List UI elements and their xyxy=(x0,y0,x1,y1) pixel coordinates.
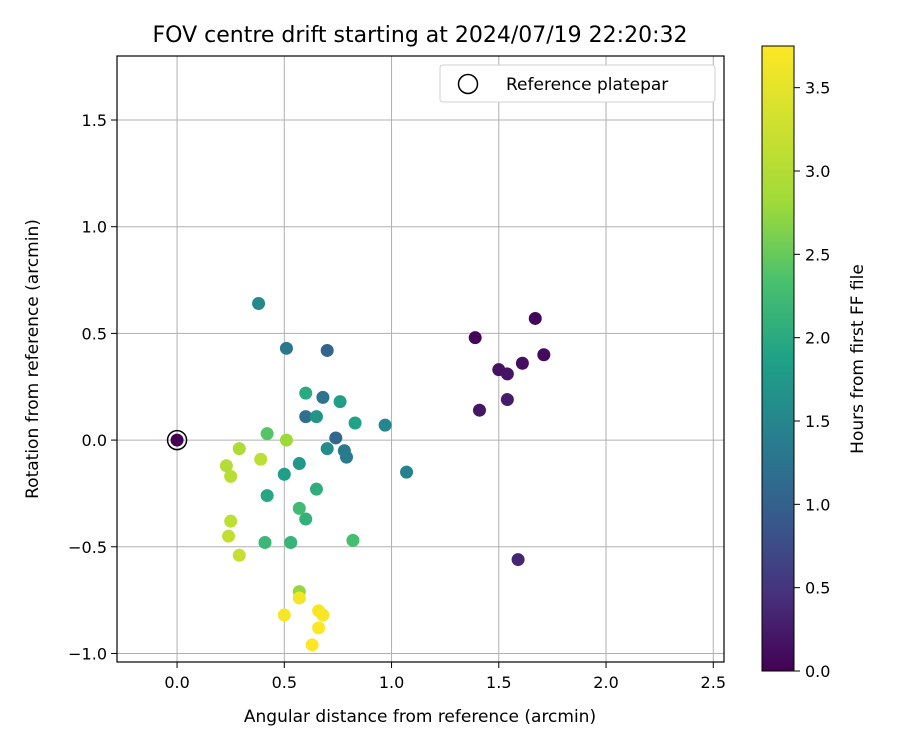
data-point xyxy=(378,418,392,432)
data-point xyxy=(299,512,313,526)
colorbar: 0.0 0.5 1.0 1.5 2.0 2.5 3.0 3.5 Hours from firs… xyxy=(761,45,868,681)
data-point xyxy=(340,450,354,464)
colorbar-tick-label: 0.0 xyxy=(805,662,830,681)
data-point xyxy=(252,297,266,311)
x-tick-label: 1.0 xyxy=(379,673,404,692)
legend: Reference platepar xyxy=(439,64,716,103)
x-tick-label: 0.0 xyxy=(164,673,189,692)
data-point xyxy=(258,536,272,550)
y-tick-label: −1.0 xyxy=(68,644,107,663)
data-points xyxy=(166,297,551,652)
x-axis-label: Angular distance from reference (arcmin) xyxy=(244,707,596,727)
data-point xyxy=(279,433,293,447)
colorbar-tick-label: 1.5 xyxy=(805,412,830,431)
data-point xyxy=(277,608,291,622)
data-point xyxy=(170,433,184,447)
colorbar-tick-label: 1.0 xyxy=(805,495,830,514)
data-point xyxy=(312,621,326,635)
data-point xyxy=(224,514,238,528)
data-point xyxy=(292,457,306,471)
x-tick-label: 2.5 xyxy=(701,673,726,692)
data-point xyxy=(500,367,514,381)
data-point xyxy=(500,393,514,407)
data-point xyxy=(316,608,330,622)
colorbar-tick-label: 3.5 xyxy=(805,79,830,98)
colorbar-gradient xyxy=(761,45,795,672)
colorbar-tick-label: 2.5 xyxy=(805,245,830,264)
data-point xyxy=(346,533,360,547)
y-tick-label: 0.0 xyxy=(82,431,107,450)
data-point xyxy=(260,427,274,441)
grid xyxy=(117,56,724,662)
data-point xyxy=(277,467,291,481)
data-point xyxy=(299,386,313,400)
y-axis-ticks: −1.0 −0.5 0.0 0.5 1.0 1.5 xyxy=(68,111,117,663)
data-point xyxy=(254,452,268,466)
plot-frame xyxy=(116,55,725,663)
y-axis-label: Rotation from reference (arcmin) xyxy=(23,219,43,499)
data-point xyxy=(305,638,319,652)
chart-title: FOV centre drift starting at 2024/07/19 … xyxy=(153,23,688,48)
data-point xyxy=(316,390,330,404)
y-tick-label: 1.5 xyxy=(82,111,107,130)
x-tick-label: 2.0 xyxy=(593,673,618,692)
colorbar-tick-label: 2.0 xyxy=(805,329,830,348)
legend-reference-marker xyxy=(457,73,479,95)
data-point xyxy=(309,482,323,496)
y-tick-label: 1.0 xyxy=(82,218,107,237)
data-point xyxy=(468,331,482,345)
data-point xyxy=(472,403,486,417)
data-point xyxy=(219,459,233,473)
data-point xyxy=(309,410,323,424)
data-point xyxy=(333,395,347,409)
data-point xyxy=(320,343,334,357)
data-point xyxy=(528,311,542,325)
data-point xyxy=(224,469,238,483)
x-tick-label: 1.5 xyxy=(486,673,511,692)
data-point xyxy=(232,442,246,456)
data-point xyxy=(329,431,343,445)
reference-platepar-marker xyxy=(166,429,188,451)
data-point xyxy=(232,548,246,562)
colorbar-tick-label: 0.5 xyxy=(805,579,830,598)
data-point xyxy=(292,591,306,605)
data-point xyxy=(284,536,298,550)
colorbar-label: Hours from first FF file xyxy=(848,264,868,454)
data-point xyxy=(348,416,362,430)
data-point xyxy=(515,356,529,370)
y-tick-label: −0.5 xyxy=(68,538,107,557)
data-point xyxy=(400,465,414,479)
colorbar-tick-label: 3.0 xyxy=(805,162,830,181)
data-point xyxy=(537,348,551,362)
legend-box xyxy=(439,64,716,103)
legend-entry-reference-platepar: Reference platepar xyxy=(506,75,668,95)
x-axis-ticks: 0.0 0.5 1.0 1.5 2.0 2.5 xyxy=(164,662,726,692)
data-point xyxy=(279,341,293,355)
y-tick-label: 0.5 xyxy=(82,324,107,343)
data-point xyxy=(511,553,525,567)
data-point xyxy=(222,529,236,543)
data-point xyxy=(320,442,334,456)
data-point xyxy=(260,489,274,503)
data-point xyxy=(299,410,313,424)
colorbar-ticks: 0.0 0.5 1.0 1.5 2.0 2.5 3.0 3.5 xyxy=(794,79,830,681)
x-tick-label: 0.5 xyxy=(272,673,297,692)
data-point xyxy=(292,501,306,515)
